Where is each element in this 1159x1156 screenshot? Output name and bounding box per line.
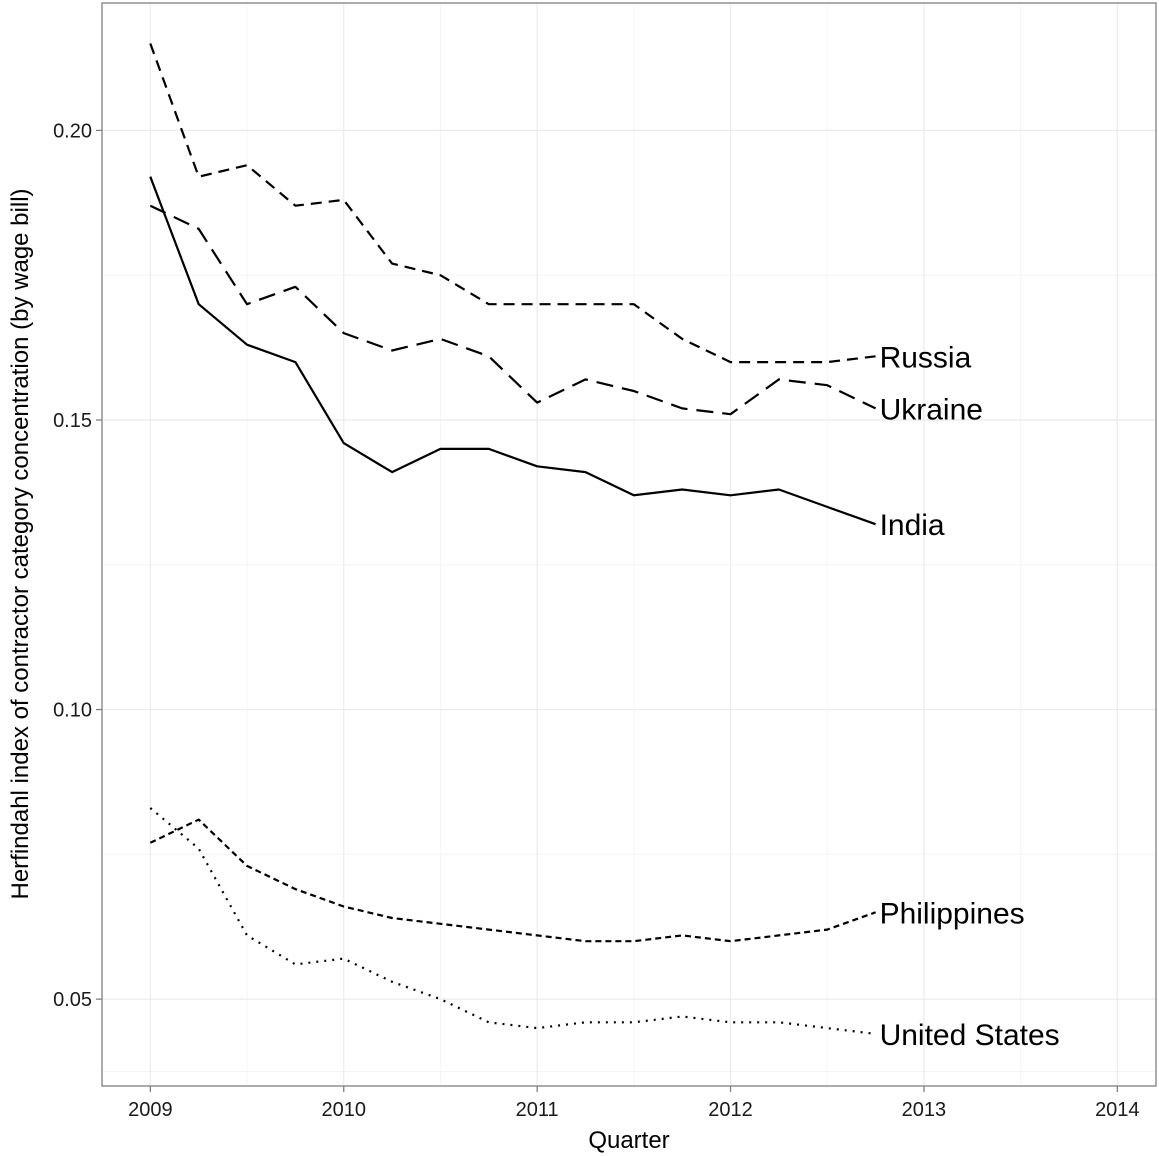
series-line-philippines [149,818,876,943]
plot-panel-border [101,2,1157,1087]
x-axis-title: Quarter [588,1127,669,1154]
series-label-india: India [880,509,945,542]
series-line-india [149,176,876,526]
y-tick-label: 0.05 [53,989,92,1011]
x-axis: 2009 2010 2011 2012 2013 2014 [128,1086,1140,1121]
y-axis: 0.05 0.10 0.15 0.20 [53,120,102,1011]
minor-gridlines [102,3,1156,1086]
series-label-russia: Russia [880,341,972,374]
series-labels: Russia Ukraine India Philippines United Stat… [880,341,1060,1052]
y-tick-label: 0.15 [53,410,92,432]
x-tick-label: 2014 [1095,1099,1140,1121]
series-lines [149,43,877,1035]
series-line-united-states [149,807,876,1035]
series-label-united-states: United States [880,1019,1060,1052]
x-tick-label: 2013 [902,1099,947,1121]
x-tick-label: 2012 [708,1099,753,1121]
y-axis-title: Herfindahl index of contractor category … [7,188,34,899]
x-tick-label: 2009 [128,1099,173,1121]
series-label-ukraine: Ukraine [880,393,983,426]
major-gridlines [102,3,1156,1086]
series-line-russia [149,43,876,364]
x-tick-label: 2011 [516,1099,559,1121]
series-line-ukraine [149,204,877,416]
series-label-philippines: Philippines [880,897,1025,930]
y-tick-label: 0.20 [53,120,92,142]
y-tick-label: 0.10 [53,700,92,722]
x-tick-label: 2010 [321,1099,366,1121]
